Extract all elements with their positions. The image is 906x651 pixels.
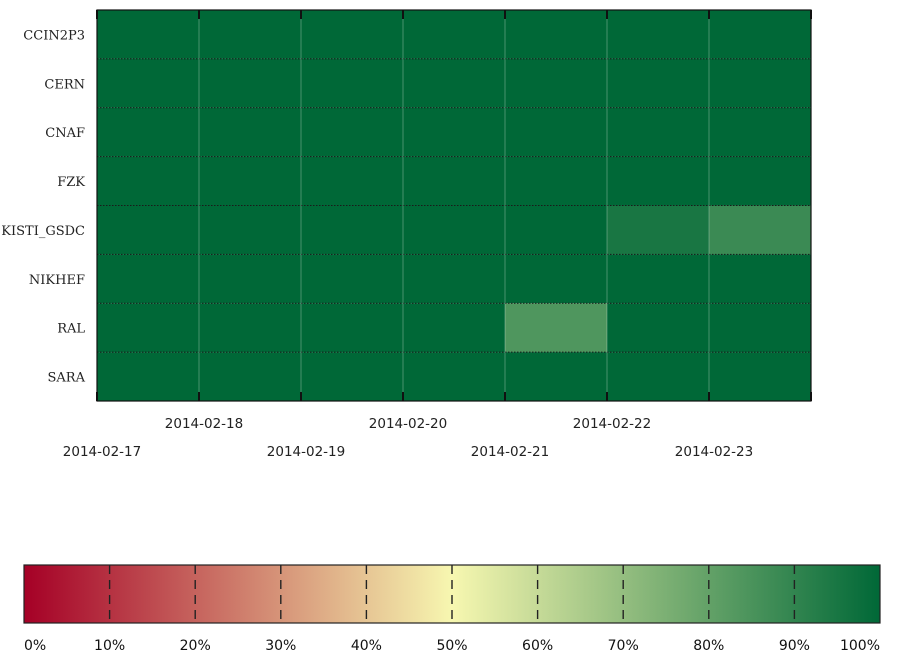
heatmap-cell	[199, 156, 301, 206]
y-axis-labels: CCIN2P3 CERN CNAF FZK KISTI_GSDC NIKHEF RAL SAR…	[1, 28, 85, 385]
heatmap-cell	[199, 58, 301, 108]
heatmap-cell	[97, 58, 199, 108]
y-tick-label: NIKHEF	[29, 273, 85, 288]
plot-frame	[96, 9, 812, 402]
heatmap-cell	[301, 156, 403, 206]
heatmap-cell	[505, 58, 607, 108]
heatmap-cell	[709, 156, 811, 206]
heatmap-cell	[301, 352, 403, 401]
x-tick-label: 2014-02-20	[369, 416, 447, 432]
colorbar-tick-label: 50%	[436, 638, 467, 651]
heatmap-cell	[97, 303, 199, 353]
heatmap-grid	[96, 9, 812, 402]
colorbar-tick-label: 60%	[522, 638, 553, 651]
heatmap-cell	[403, 10, 505, 59]
colorbar-tick-label: 80%	[693, 638, 724, 651]
heatmap-cell	[505, 10, 607, 59]
colorbar-tick-label: 30%	[265, 638, 296, 651]
heatmap-cell	[505, 254, 607, 304]
heatmap-cell	[199, 303, 301, 353]
y-tick-label: KISTI_GSDC	[1, 224, 85, 239]
colorbar-tick-label: 40%	[351, 638, 382, 651]
heatmap-cell	[97, 10, 199, 59]
x-tick-label: 2014-02-19	[267, 444, 345, 460]
heatmap-cell	[607, 205, 709, 255]
colorbar-tick-label: 10%	[94, 638, 125, 651]
heatmap-cell	[505, 107, 607, 157]
heatmap-cell	[709, 303, 811, 353]
heatmap-cell	[301, 254, 403, 304]
heatmap-cell	[97, 352, 199, 401]
y-tick-label: FZK	[57, 175, 85, 190]
y-tick-label: CNAF	[45, 126, 85, 141]
heatmap-cell	[709, 107, 811, 157]
heatmap-cell	[403, 205, 505, 255]
heatmap-cell	[505, 352, 607, 401]
x-tick-label: 2014-02-18	[165, 416, 243, 432]
heatmap-cell	[97, 107, 199, 157]
heatmap-cell	[505, 303, 607, 353]
heatmap-cell	[505, 205, 607, 255]
x-tick-label: 2014-02-17	[63, 444, 141, 460]
colorbar	[23, 564, 881, 624]
heatmap-cell	[709, 352, 811, 401]
heatmap-cell	[301, 58, 403, 108]
heatmap-cell	[607, 156, 709, 206]
heatmap-cell	[709, 10, 811, 59]
heatmap-cell	[607, 303, 709, 353]
heatmap-cell	[403, 58, 505, 108]
x-axis-labels: 2014-02-17 2014-02-18 2014-02-19 2014-02-20…	[63, 416, 753, 460]
colorbar-tick-label: 0%	[24, 638, 46, 651]
x-tick-label: 2014-02-22	[573, 416, 651, 432]
y-tick-label: CERN	[44, 77, 85, 92]
heatmap-cell	[97, 156, 199, 206]
heatmap-cell	[199, 10, 301, 59]
heatmap-cell	[199, 205, 301, 255]
heatmap-cell	[301, 10, 403, 59]
colorbar-tick-label: 90%	[779, 638, 810, 651]
heatmap-cell	[403, 156, 505, 206]
heatmap-cell	[607, 254, 709, 304]
heatmap-cell	[301, 205, 403, 255]
x-tick-label: 2014-02-23	[675, 444, 753, 460]
heatmap-cell	[607, 58, 709, 108]
heatmap-cell	[403, 303, 505, 353]
heatmap-cell	[403, 254, 505, 304]
heatmap-cell	[301, 107, 403, 157]
y-tick-label: CCIN2P3	[23, 28, 85, 43]
heatmap-cell	[199, 352, 301, 401]
heatmap-cell	[97, 205, 199, 255]
heatmap-cell	[403, 352, 505, 401]
y-tick-label: SARA	[48, 371, 86, 386]
heatmap-cell	[607, 107, 709, 157]
colorbar-tick-label: 70%	[608, 638, 639, 651]
heatmap-cell	[199, 107, 301, 157]
x-tick-label: 2014-02-21	[471, 444, 549, 460]
colorbar-tick-label: 100%	[840, 638, 880, 651]
heatmap-cell	[709, 205, 811, 255]
colorbar-tick-label: 20%	[180, 638, 211, 651]
heatmap-cell	[505, 156, 607, 206]
colorbar-labels: 0% 10% 20% 30% 40% 50% 60% 70% 80% 90% 100%	[24, 638, 880, 651]
heatmap-cell	[607, 352, 709, 401]
heatmap-cell	[301, 303, 403, 353]
heatmap-cell	[403, 107, 505, 157]
heatmap-cell	[199, 254, 301, 304]
heatmap-cell	[709, 254, 811, 304]
heatmap-cell	[97, 254, 199, 304]
heatmap-cells	[97, 10, 811, 401]
y-tick-label: RAL	[57, 322, 85, 337]
heatmap-cell	[709, 58, 811, 108]
heatmap-cell	[607, 10, 709, 59]
